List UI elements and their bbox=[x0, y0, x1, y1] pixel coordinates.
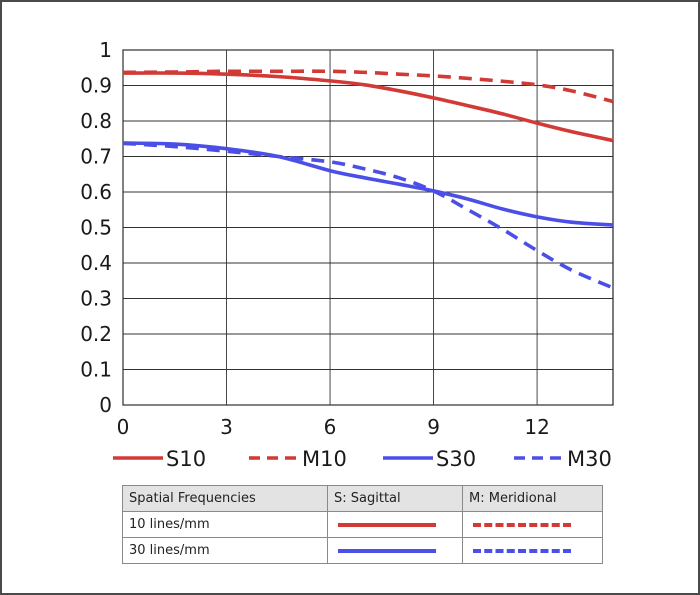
sample-line-s30 bbox=[338, 548, 436, 553]
header-sagittal: S: Sagittal bbox=[327, 485, 463, 512]
x-tick-label: 6 bbox=[324, 415, 337, 439]
legend-label-m10: M10 bbox=[302, 447, 347, 471]
y-tick-label: 0.8 bbox=[80, 109, 112, 133]
y-tick-label: 0.9 bbox=[80, 74, 112, 98]
table-header-row: Spatial Frequencies S: Sagittal M: Merid… bbox=[122, 485, 603, 512]
y-tick-label: 0.6 bbox=[80, 180, 112, 204]
series-line-s10 bbox=[122, 71, 614, 143]
sample-line-m30 bbox=[473, 548, 571, 553]
y-tick-label: 0.5 bbox=[80, 216, 112, 240]
y-tick-label: 0.7 bbox=[80, 145, 112, 169]
header-meridional: M: Meridional bbox=[462, 485, 603, 512]
tick-labels: 0 0.1 0.2 0.3 0.4 0.5 0.6 0.7 0.8 0.9 1 0 3 6 9 12 bbox=[80, 38, 550, 439]
sample-line-m10 bbox=[473, 522, 571, 527]
series-line-s30 bbox=[122, 141, 614, 227]
legend-label-s30: S30 bbox=[436, 447, 476, 471]
sample-s30 bbox=[327, 537, 463, 564]
legend-label-m30: M30 bbox=[567, 447, 612, 471]
sample-s10 bbox=[327, 511, 463, 538]
y-tick-label: 1 bbox=[99, 38, 112, 62]
row-label-30: 30 lines/mm bbox=[122, 537, 328, 564]
sample-m10 bbox=[462, 511, 603, 538]
y-tick-label: 0.2 bbox=[80, 322, 112, 346]
legend-label-s10: S10 bbox=[166, 447, 206, 471]
series-line-m30 bbox=[122, 141, 614, 290]
y-tick-label: 0.3 bbox=[80, 287, 112, 311]
row-label-10: 10 lines/mm bbox=[122, 511, 328, 538]
x-tick-label: 9 bbox=[427, 415, 440, 439]
y-tick-label: 0.1 bbox=[80, 358, 112, 382]
sample-m30 bbox=[462, 537, 603, 564]
legend: S10 M10 S30 M30 bbox=[113, 447, 612, 471]
mtf-chart: 0 0.1 0.2 0.3 0.4 0.5 0.6 0.7 0.8 0.9 1 0 3 6 9 12 S10 M… bbox=[80, 38, 614, 471]
y-tick-label: 0 bbox=[99, 393, 112, 417]
table-row: 10 lines/mm bbox=[122, 511, 603, 538]
header-spatial-frequencies: Spatial Frequencies bbox=[122, 485, 328, 512]
y-tick-label: 0.4 bbox=[80, 251, 112, 275]
spatial-frequency-table: Spatial Frequencies S: Sagittal M: Merid… bbox=[122, 485, 603, 564]
sample-line-s10 bbox=[338, 522, 436, 527]
x-tick-label: 3 bbox=[220, 415, 233, 439]
series-line-m10 bbox=[122, 69, 614, 104]
x-tick-label: 12 bbox=[524, 415, 549, 439]
table-row: 30 lines/mm bbox=[122, 537, 603, 564]
series-lines bbox=[122, 69, 614, 290]
x-tick-label: 0 bbox=[117, 415, 130, 439]
grid bbox=[122, 49, 614, 406]
